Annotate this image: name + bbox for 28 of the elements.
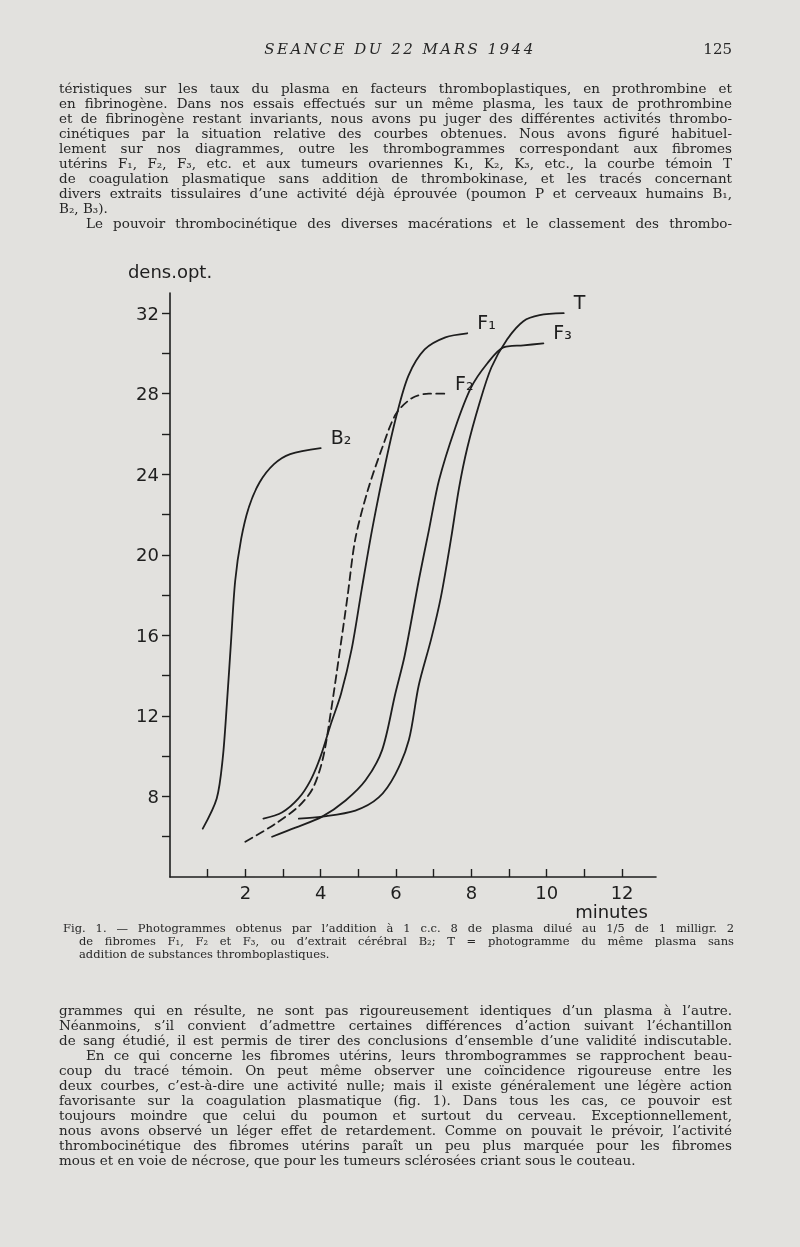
y-tick-label: 20 <box>136 544 159 566</box>
y-tick-label: 12 <box>136 705 159 727</box>
series-label: F₂ <box>455 371 474 394</box>
series-label: F₃ <box>553 321 572 344</box>
y-tick-label: 8 <box>147 785 159 807</box>
series-label: B₂ <box>330 426 352 449</box>
x-tick-label: 2 <box>239 881 252 903</box>
x-axis-title: minutes <box>575 900 648 922</box>
y-axis-title: dens.opt. <box>127 260 213 282</box>
text: grammes qui en résulte, ne sont pas rigoureusement identiques d’un plasma à l’autre. Néanmoins, s’il convient d’admettre certaines différences d’action suivant l’échantillon de sang étudié, il est permis de tirer des conclusions d’ensemble d’une validité indiscutable. <box>59 1002 732 1048</box>
text: téristiques sur les taux du plasma en facteurs thromboplastiques, en prothrombine et en fibrinogène. Dans nos essais effectués sur un même plasma, les taux de prothrombine et de fibrinogène restant invariants, nous avons pu juger des différentes activités thrombo- cinétiques par la situation relative des courbes obtenues. Nous avons figuré habituel- lement sur nos diagrammes, outre les thrombogrammes correspondant aux fibromes utérins F₁, F₂, F₃, etc. et aux tumeurs ovariennes K₁, K₂, K₃, etc., la courbe témoin T de coagulation plasmatique sans addition de thrombokinase, et les tracés concernant divers extraits tissulaires d’une activité déjà éprouvée (poumon P et cerveaux humains B₁, B₂, B₃). <box>59 80 732 216</box>
x-tick-label: 12 <box>610 881 634 903</box>
x-tick-label: 10 <box>535 881 559 903</box>
y-tick-label: 28 <box>136 383 159 405</box>
x-tick-label: 8 <box>465 881 478 903</box>
series-label: T <box>572 291 586 314</box>
x-tick-label: 6 <box>390 881 402 903</box>
y-tick-label: 24 <box>136 463 159 485</box>
y-tick-label: 16 <box>136 624 159 646</box>
text: Le pouvoir thrombocinétique des diverses macérations et le classement des thrombo- <box>86 215 732 231</box>
caption: Fig. 1. — Photogrammes obtenus par l’addition à 1 c.c. 8 de plasma dilué au 1/5 de 1 milligr. 2 de fibromes F₁, F₂ et F₃, ou d’extrait cérébral B₂; T = photogramme du même plasma sans addition de substances thromboplastiques. <box>63 921 734 961</box>
series-label: F₁ <box>477 311 496 334</box>
y-tick-label: 32 <box>136 302 159 324</box>
text: En ce qui concerne les fibromes utérins, leurs thrombogrammes se rapprochent beau- coup du tracé témoin. On peut même observer une coïncidence rigoureuse entre les deux courbes, c’est-à-dire une activité nulle; mais il existe généralement une légère action favorisante sur la coagulation plasmatique (fig. 1). Dans tous les cas, ce pouvoir est toujours moindre que celui du poumon et surtout du cerveau. Exceptionnellement, nous avons observé un léger effet de retardement. Comme on pouvait le prévoir, l’activité thrombocinétique des fibromes utérins paraît un peu plus marquée pour les fibromes mous et en voie de nécrose, que pour les tumeurs sclérosées criant sous le couteau. <box>59 1047 732 1168</box>
text: SEANCE DU 22 MARS 1944 <box>264 40 536 58</box>
x-tick-label: 4 <box>314 881 327 903</box>
text: 125 <box>703 40 732 58</box>
line-series <box>201 447 322 830</box>
